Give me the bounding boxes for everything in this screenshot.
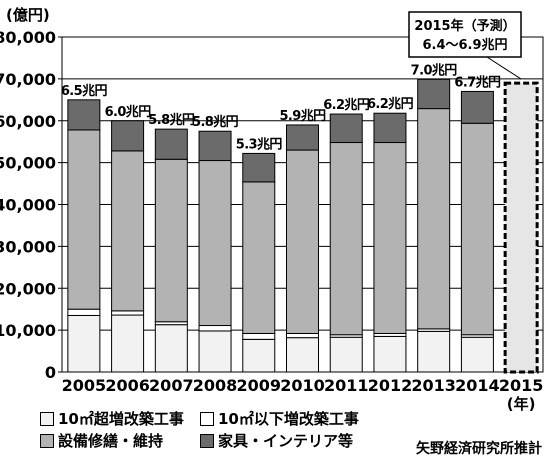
bar-segment	[373, 142, 407, 334]
bar-total-label: 6.7兆円	[454, 74, 501, 90]
forecast-bar	[503, 81, 539, 374]
bar-segment	[286, 332, 319, 339]
bar-segment	[242, 338, 276, 373]
forecast-callout-title: 2015年（予測）	[414, 18, 515, 34]
y-tick-label: 20,000	[0, 279, 56, 298]
x-tick-label: 2013	[411, 376, 456, 395]
bar-segment	[67, 129, 101, 310]
legend-item-equipment-repair: 設備修繕・維持	[40, 430, 163, 451]
bar-segment	[111, 310, 145, 316]
x-tick-label: 2010	[280, 376, 325, 395]
bar-segment	[417, 330, 451, 373]
legend-label: 設備修繕・維持	[58, 432, 164, 450]
bar-segment	[111, 314, 145, 373]
x-tick-label: 2012	[368, 376, 413, 395]
y-tick-label: 0	[45, 363, 56, 382]
bar-segment	[329, 142, 363, 336]
x-tick-label: 2008	[193, 376, 238, 395]
bar-segment	[111, 120, 145, 152]
bar-segment	[460, 122, 494, 336]
legend-swatch	[40, 433, 54, 448]
y-tick-label: 60,000	[0, 112, 56, 131]
x-tick-label: 2015	[499, 376, 544, 395]
legend-swatch	[200, 411, 214, 426]
bar-segment	[286, 124, 319, 151]
y-tick-label: 50,000	[0, 154, 56, 173]
bar-segment	[198, 160, 232, 327]
x-tick-label: 2009	[237, 376, 282, 395]
bar-segment	[286, 149, 319, 334]
legend-label: 10㎡超増改築工事	[58, 410, 184, 428]
x-axis-unit: (年)	[507, 395, 536, 413]
bar-segment	[329, 113, 363, 144]
y-tick-label: 10,000	[0, 321, 56, 340]
bar-total-label: 6.2兆円	[367, 96, 414, 112]
bar-segment	[242, 332, 276, 340]
legend-swatch	[40, 411, 54, 426]
bar-segment	[460, 336, 494, 373]
legend-swatch	[200, 433, 214, 448]
bar-total-label: 5.3兆円	[236, 136, 283, 152]
bar-segment	[111, 150, 145, 312]
bar-segment	[154, 324, 188, 373]
bar-segment	[154, 158, 188, 323]
bar-total-label: 7.0兆円	[411, 62, 458, 78]
bar-total-label: 6.2兆円	[323, 97, 370, 113]
bar-total-label: 6.5兆円	[61, 83, 108, 99]
bar-segment	[67, 99, 101, 131]
y-axis-unit: (億円)	[6, 6, 50, 24]
bar-segment	[417, 108, 451, 330]
bar-segment	[198, 330, 232, 373]
bar-segment	[373, 335, 407, 373]
x-tick-label: 2014	[455, 376, 500, 395]
bar-segment	[286, 337, 319, 373]
x-tick-label: 2011	[324, 376, 369, 395]
bar-segment	[67, 308, 101, 316]
bar-segment	[242, 152, 276, 183]
bar-total-label: 5.8兆円	[192, 114, 239, 130]
y-tick-label: 40,000	[0, 196, 56, 215]
y-tick-label: 70,000	[0, 70, 56, 89]
x-tick-label: 2007	[149, 376, 194, 395]
bar-total-label: 6.0兆円	[105, 104, 152, 120]
source-note: 矢野経済研究所推計	[416, 441, 542, 457]
x-tick-label: 2005	[62, 376, 107, 395]
bar-segment	[417, 78, 451, 110]
bar-total-label: 5.8兆円	[148, 112, 195, 128]
bar-segment	[373, 112, 407, 144]
bar-segment	[460, 90, 494, 124]
forecast-callout-box	[408, 11, 522, 58]
bar-segment	[242, 181, 276, 334]
y-tick-label: 80,000	[0, 28, 56, 47]
bar-segment	[154, 128, 188, 160]
bar-segment	[198, 130, 232, 162]
bar-segment	[67, 314, 101, 373]
legend-label: 家具・インテリア等	[218, 432, 354, 450]
forecast-callout-value: 6.4～6.9兆円	[422, 37, 507, 53]
legend-item-small-renovation: 10㎡以下増改築工事	[200, 408, 359, 429]
y-tick-label: 30,000	[0, 237, 56, 256]
legend-label: 10㎡以下増改築工事	[218, 410, 359, 428]
forecast-callout-line	[486, 56, 522, 80]
legend-item-large-renovation: 10㎡超増改築工事	[40, 408, 184, 429]
x-tick-label: 2006	[105, 376, 150, 395]
legend-item-furniture: 家具・インテリア等	[200, 430, 353, 451]
bar-total-label: 5.9兆円	[279, 108, 326, 124]
bar-segment	[198, 325, 232, 332]
bar-segment	[329, 336, 363, 373]
